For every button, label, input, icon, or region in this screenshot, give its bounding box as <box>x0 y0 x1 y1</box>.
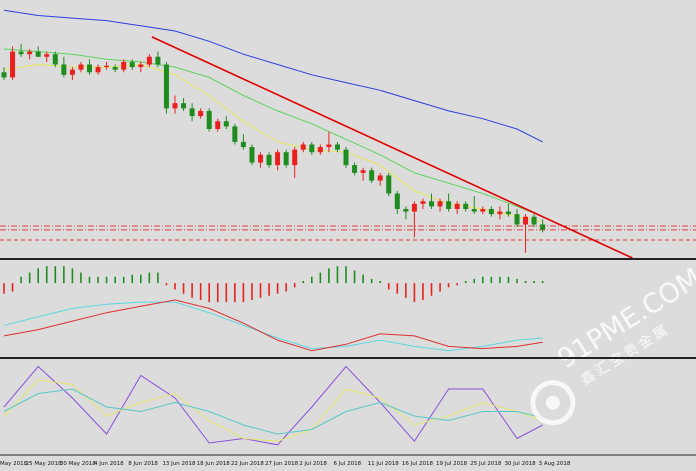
candle-body <box>121 61 127 70</box>
candle-body <box>411 203 417 212</box>
candle-body <box>437 201 443 207</box>
candle-body <box>172 103 178 109</box>
candle-body <box>52 54 58 65</box>
candle-body <box>189 108 195 117</box>
candle-body <box>206 110 212 129</box>
x-tick-label: 13 Jun 2018 <box>162 461 196 467</box>
candle-body <box>61 64 67 75</box>
candle-body <box>1 72 7 78</box>
watermark-logo <box>530 380 576 426</box>
watermark-logo-dot <box>545 395 560 410</box>
candle-body <box>420 201 426 204</box>
candle-body <box>300 144 306 150</box>
candle-body <box>403 208 409 212</box>
x-tick-label: 22 Jun 2018 <box>231 461 265 467</box>
candle-body <box>454 203 460 209</box>
candle-body <box>283 152 289 166</box>
candle-body <box>87 64 92 73</box>
indicator-line <box>3 9 543 143</box>
candle-body <box>275 152 281 166</box>
candle-body <box>377 175 383 181</box>
candle-body <box>18 51 24 55</box>
candle-body <box>446 201 452 209</box>
x-tick-label: 18 Jun 2018 <box>197 461 231 467</box>
candle-body <box>540 224 546 230</box>
candle-body <box>258 154 263 163</box>
candle-body <box>360 170 366 173</box>
candle-body <box>326 144 332 148</box>
candle-body <box>343 149 349 166</box>
candle-body <box>505 211 511 215</box>
candle-body <box>198 110 204 117</box>
candle-body <box>163 64 169 109</box>
candle-body <box>129 61 135 68</box>
indicator-line <box>3 299 543 352</box>
x-tick-label: 19 Jul 2018 <box>436 461 468 467</box>
candle-body <box>471 208 477 212</box>
x-tick-label: 8 Jun 2018 <box>128 461 158 467</box>
x-tick-label: 11 Jul 2018 <box>368 461 400 467</box>
candle-body <box>69 69 75 75</box>
candle-body <box>514 214 520 225</box>
indicator-line <box>3 365 543 446</box>
candle-body <box>181 103 187 109</box>
candle-body <box>480 208 486 212</box>
candle-body <box>317 147 323 153</box>
candle-body <box>112 67 118 70</box>
x-tick-label: 25 May 2018 <box>26 461 62 467</box>
indicator-line <box>3 388 543 435</box>
x-tick-label: 4 Jun 2018 <box>94 461 124 467</box>
x-tick-label: 2 Jul 2018 <box>299 461 327 467</box>
indicator-line <box>151 36 633 259</box>
x-tick-label: 6 Jul 2018 <box>333 461 361 467</box>
x-tick-label: 25 Jul 2018 <box>470 461 502 467</box>
candle-body <box>249 147 255 163</box>
candle-body <box>95 67 101 73</box>
candle-body <box>386 175 392 194</box>
candle-body <box>369 170 375 181</box>
x-tick-label: 30 May 2018 <box>60 461 96 467</box>
candle-body <box>531 216 537 225</box>
candle-body <box>146 56 152 65</box>
indicator-line <box>3 379 543 442</box>
x-tick-label: 3 Aug 2018 <box>539 461 571 467</box>
candle-body <box>334 144 340 150</box>
indicator-line <box>3 301 543 352</box>
candle-body <box>394 193 400 209</box>
candle-body <box>10 51 16 78</box>
candle-body <box>138 64 144 68</box>
candle-body <box>35 51 41 57</box>
indicator-line <box>3 48 543 218</box>
candle-body <box>232 126 238 142</box>
candle-body <box>215 121 221 129</box>
candle-body <box>463 203 469 209</box>
candle-body <box>155 56 161 65</box>
candle-body <box>44 54 50 57</box>
candle-body <box>240 141 246 148</box>
candle-body <box>523 216 529 225</box>
candle-body <box>497 211 503 215</box>
x-tick-label: May 2018 <box>0 461 28 467</box>
candle-body <box>223 121 229 127</box>
x-tick-label: 16 Jul 2018 <box>402 461 434 467</box>
indicator-line <box>3 63 543 223</box>
candle-body <box>78 64 84 70</box>
candle-body <box>352 165 358 173</box>
x-tick-label: 27 Jun 2018 <box>265 461 299 467</box>
candle-body <box>104 65 110 68</box>
candle-body <box>309 144 315 153</box>
candle-body <box>292 149 298 166</box>
candle-body <box>27 51 33 55</box>
candle-body <box>488 208 494 215</box>
candle-body <box>429 201 434 207</box>
candle-body <box>266 154 272 166</box>
x-tick-label: 30 Jul 2018 <box>504 461 536 467</box>
